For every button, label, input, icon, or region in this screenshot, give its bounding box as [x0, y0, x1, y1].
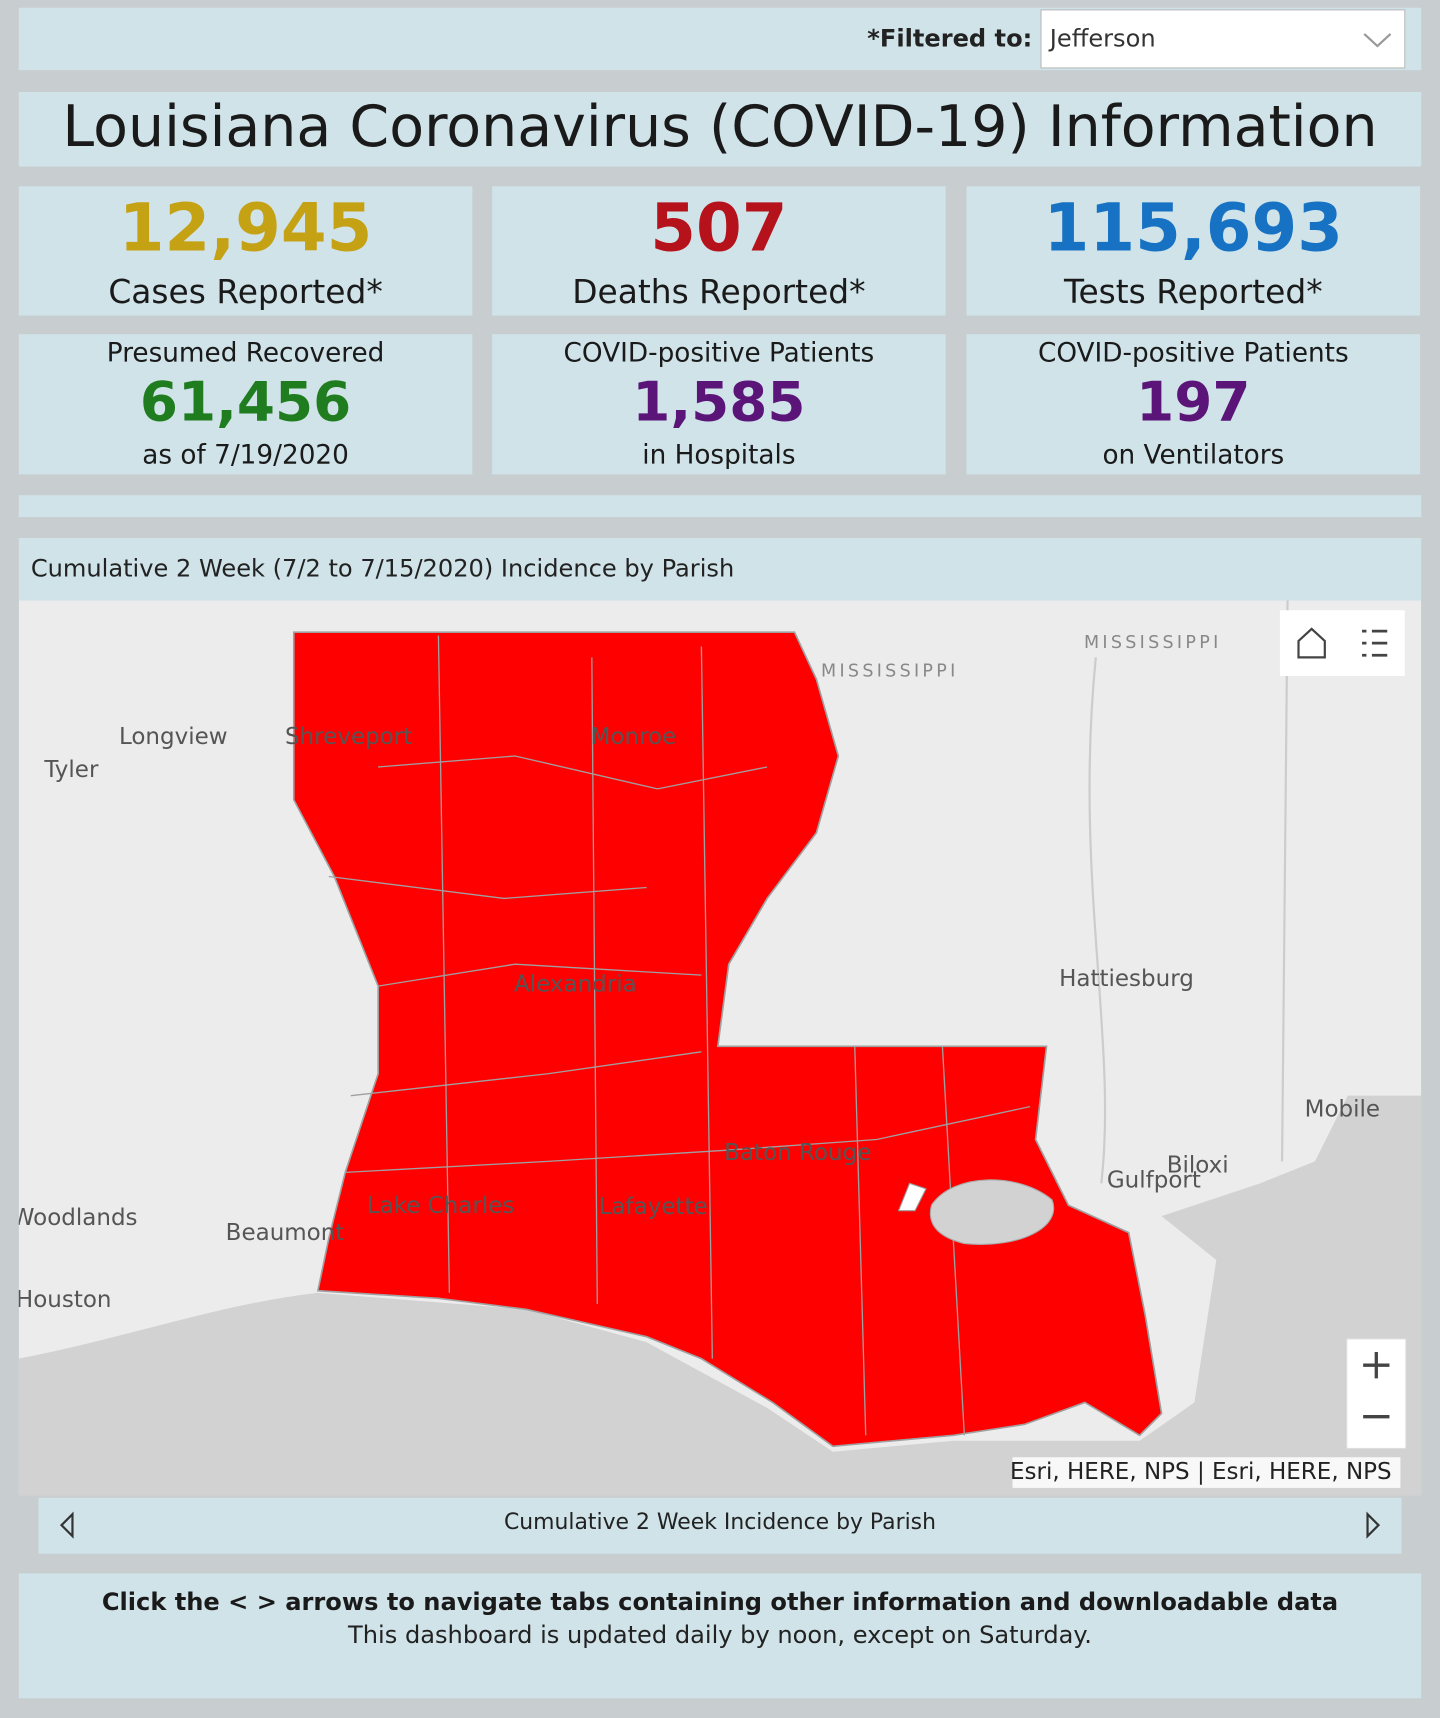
place-label: Mobile	[1305, 1096, 1380, 1122]
stat-card	[18, 186, 473, 316]
place-label: Gulfport	[1107, 1168, 1201, 1194]
stat-card	[492, 186, 946, 316]
place-label: MISSISSIPPI	[821, 662, 959, 682]
place-label: Lafayette	[599, 1194, 708, 1220]
map-header	[18, 537, 1422, 601]
map: MISSISSIPPI MISSISSIPPI Longview Tyler Shrev…	[12, 600, 1422, 1496]
footer-note: This dashboard is updated daily by noon,…	[347, 1621, 1092, 1649]
stat-value: 115,693	[1044, 189, 1343, 266]
place-label: Lake Charles	[367, 1193, 515, 1219]
place-label: Shreveport	[285, 724, 412, 750]
legend-button[interactable]	[1362, 629, 1388, 657]
footer	[18, 1573, 1422, 1699]
stat-card	[966, 334, 1421, 475]
home-button[interactable]	[1297, 627, 1326, 659]
stat-bottom: in Hospitals	[642, 440, 795, 470]
next-tab[interactable]	[1366, 1511, 1381, 1539]
place-label: Biloxi	[1167, 1152, 1229, 1178]
place-label: Hattiesburg	[1059, 966, 1194, 992]
stat-value: 61,456	[140, 370, 351, 434]
stat-bottom: as of 7/19/2020	[142, 440, 349, 470]
prev-tab[interactable]	[59, 1511, 74, 1539]
stat-cards: 12,945 Cases Reported* 507 Deaths Reported*…	[18, 186, 1421, 475]
place-label: Tyler	[43, 757, 99, 783]
gulf-water	[18, 1095, 1422, 1496]
stat-label: Deaths Reported*	[572, 272, 865, 311]
place-label: Monroe	[591, 724, 677, 750]
footer-instruction: Click the < > arrows to navigate tabs co…	[102, 1588, 1338, 1616]
stat-card	[492, 334, 946, 475]
stat-top: Presumed Recovered	[107, 338, 385, 368]
place-label: Baton Rouge	[724, 1140, 871, 1166]
state-border	[1088, 600, 1289, 1184]
tab-label: Cumulative 2 Week Incidence by Parish	[504, 1510, 936, 1535]
stat-value: 1,585	[632, 370, 805, 434]
stat-card	[966, 186, 1421, 316]
attribution-bg	[1012, 1457, 1401, 1488]
stat-value: 12,945	[119, 189, 373, 266]
stat-label: Cases Reported*	[108, 272, 382, 311]
filter-label: *Filtered to:	[867, 24, 1032, 52]
stat-value: 507	[650, 189, 787, 266]
stat-label: Tests Reported*	[1063, 272, 1323, 311]
dropdown-arrow	[1363, 33, 1392, 48]
louisiana-parishes	[292, 631, 1163, 1448]
filter-value: Jefferson	[1048, 24, 1156, 52]
page-title: Louisiana Coronavirus (COVID-19) Informa…	[62, 94, 1377, 160]
place-label: Houston	[16, 1287, 112, 1313]
stat-value: 197	[1136, 370, 1250, 434]
stat-top: COVID-positive Patients	[1038, 338, 1349, 368]
place-label: MISSISSIPPI	[1084, 633, 1222, 653]
map-title: Cumulative 2 Week (7/2 to 7/15/2020) Inc…	[31, 555, 734, 583]
stat-card	[18, 334, 473, 475]
place-label: Alexandria	[514, 972, 637, 998]
zoom-in[interactable]	[1363, 1352, 1390, 1379]
spacer-bar	[18, 495, 1422, 518]
title-bar	[18, 92, 1422, 167]
place-label: Beaumont	[226, 1220, 345, 1246]
stat-bottom: on Ventilators	[1102, 440, 1284, 470]
tab-bar	[38, 1497, 1402, 1554]
place-label: Woodlands	[12, 1205, 138, 1231]
attribution: Esri, HERE, NPS | Esri, HERE, NPS	[1010, 1459, 1392, 1485]
place-label: Longview	[119, 724, 228, 750]
filter-dropdown[interactable]	[1040, 9, 1406, 69]
lake-pontchartrain	[929, 1179, 1055, 1245]
lake-maurepas	[897, 1182, 927, 1212]
parish-borders	[328, 635, 1031, 1436]
stat-top: COVID-positive Patients	[564, 338, 875, 368]
